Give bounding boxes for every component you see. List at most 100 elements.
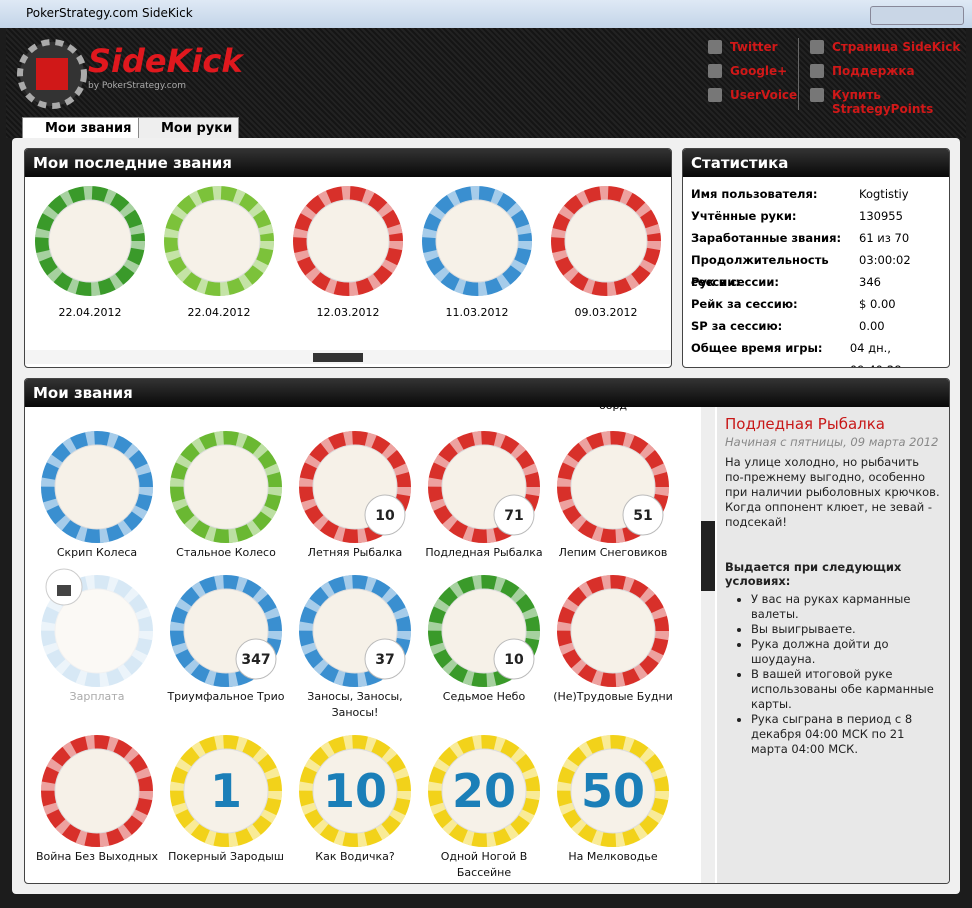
badge-name: Одной Ногой В Бассейне (440, 850, 528, 879)
stat-row: Учтённые руки: 130955 (691, 205, 941, 227)
chip-face (183, 444, 269, 530)
chip-stripes (299, 735, 411, 847)
scroll-thumb[interactable] (313, 353, 363, 362)
chip-face (183, 748, 269, 834)
count-bubble (364, 638, 406, 680)
panel-title: Статистика (683, 149, 949, 177)
chip-stripes (557, 735, 669, 847)
chip-face (177, 199, 261, 283)
count: 51 (633, 508, 652, 524)
badge-name: Покерный Зародыш (168, 850, 284, 863)
badge-name-box: (Не)Трудовые Будни (553, 690, 673, 703)
count-bubble (493, 494, 535, 536)
badge-icon: 1 (170, 735, 282, 847)
badge-date: 11.03.2012 (446, 306, 509, 319)
stat-row: SP за сессию: 0.00 (691, 315, 941, 337)
badge-grid: борд Скрип Колеса Стальное Колесо 10 Летняя … (36, 399, 673, 879)
badge-icon (557, 575, 669, 687)
stat-value: 0.00 (859, 319, 885, 333)
link-text: Купить StrategyPoints (832, 88, 934, 116)
chip-number: 50 (581, 764, 645, 818)
chip-stripes (428, 431, 540, 543)
panel-title: Мои последние звания (25, 149, 671, 177)
count: 71 (504, 508, 523, 524)
badge-name: Лепим Снеговиков (558, 546, 668, 559)
scrollbar[interactable] (701, 407, 715, 883)
header-link[interactable]: Купить StrategyPoints (810, 88, 966, 116)
panel-title: Мои звания (25, 379, 949, 407)
stat-label: SP за сессию: (691, 319, 783, 333)
badge-icon (41, 575, 153, 687)
badge-name-box: Покерный Зародыш (168, 850, 284, 863)
header-link[interactable]: Twitter (708, 40, 797, 64)
stat-value: 346 (859, 275, 881, 289)
conditions-title: Выдается при следующих условиях: (725, 560, 902, 588)
chip-stripes (293, 186, 403, 296)
chip-stripes (35, 186, 145, 296)
chip-face (54, 748, 140, 834)
badge-icon: 10 (299, 735, 411, 847)
count-bubble (493, 638, 535, 680)
badge-date: 22.04.2012 (188, 306, 251, 319)
badge-name: Подледная Рыбалка (425, 546, 543, 559)
badge-date: 12.03.2012 (317, 306, 380, 319)
link-icon (708, 40, 722, 54)
chip-stripes (557, 431, 669, 543)
stats-panel: Статистика Имя пользователя: Kogtistiy Учт… (682, 148, 950, 368)
chip-face (48, 199, 132, 283)
badge-name: Летняя Рыбалка (307, 546, 403, 559)
chip-stripes (170, 431, 282, 543)
link-text: Twitter (730, 40, 778, 54)
badge-icon (164, 186, 274, 296)
stat-row: Имя пользователя: Kogtistiy (691, 183, 941, 205)
chip-stripes (164, 186, 274, 296)
stat-row: Общее время игры: 04 дн., 09:40:28 (691, 337, 941, 367)
chip-face (564, 199, 648, 283)
tab[interactable]: Мои звания (22, 117, 139, 139)
header-link[interactable]: UserVoice (708, 88, 797, 112)
chip-face (54, 588, 140, 674)
badge-icon (293, 186, 403, 296)
count: 10 (504, 652, 524, 668)
link-icon (708, 64, 722, 78)
badge-icon: 20 (428, 735, 540, 847)
badge-name-box: Зарплата (69, 690, 125, 703)
chip-face (306, 199, 390, 283)
chip-stripes (557, 575, 669, 687)
chip-stripes (428, 575, 540, 687)
badge-icon (41, 735, 153, 847)
stat-value: 61 из 70 (859, 231, 910, 245)
badge-date: 09.03.2012 (575, 306, 638, 319)
badge-name: Заносы, Заносы, Заносы! (307, 690, 403, 719)
stat-value: 03:00:02 (859, 253, 911, 267)
chip-ring (41, 575, 153, 687)
badge-name-box: Как Водичка? (315, 850, 394, 863)
count-bubble (364, 494, 406, 536)
chip-stripes (299, 575, 411, 687)
chip-number: 1 (210, 764, 242, 818)
badge-icon (41, 431, 153, 543)
badge-name-box: Подледная Рыбалка (425, 546, 543, 559)
recent-panel: Мои последние звания 22.04.2012 22.04.201… (24, 148, 672, 368)
header-link[interactable]: Поддержка (810, 64, 966, 88)
header-link[interactable]: Страница SideKick (810, 40, 966, 64)
header-link[interactable]: Google+ (708, 64, 797, 88)
badge-name-box: На Мелководье (568, 850, 657, 863)
badge-icon (35, 186, 145, 296)
badge-name: Триумфальное Трио (167, 690, 285, 703)
badge-name: Зарплата (69, 690, 125, 703)
condition: Вы выигрываете. (751, 622, 941, 637)
link-icon (810, 64, 824, 78)
link-text: UserVoice (730, 88, 798, 102)
tab[interactable]: Мои руки (138, 117, 240, 139)
badge-icon: 50 (557, 735, 669, 847)
stat-label: Учтённые руки: (691, 209, 797, 223)
count: 10 (375, 508, 395, 524)
stat-row: Заработанные звания: 61 из 70 (691, 227, 941, 249)
stat-row: Рук в сессии: 346 (691, 271, 941, 293)
badge-name-box: Скрип Колеса (57, 546, 137, 559)
window-controls[interactable] (870, 6, 964, 25)
chip-face (435, 199, 519, 283)
stat-row: Рейк за сессию: $ 0.00 (691, 293, 941, 315)
